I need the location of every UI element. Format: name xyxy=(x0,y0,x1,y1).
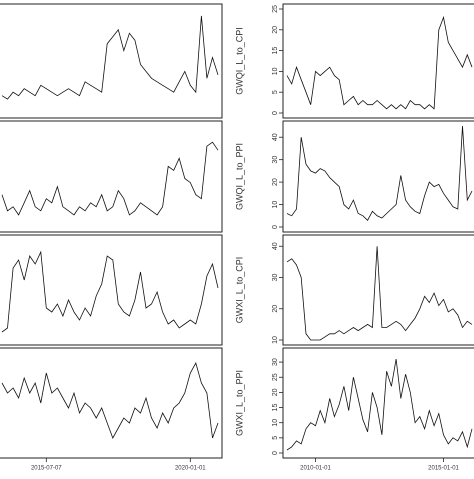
y-tick-label: 10 xyxy=(272,419,279,427)
x-tick-label: 2020-01-01 xyxy=(175,466,206,472)
x-tick-label: 2015-01-01 xyxy=(428,466,459,472)
x-tick-label: 2010-01-01 xyxy=(300,466,331,472)
panel-frame xyxy=(282,234,474,346)
y-tick-label: 30 xyxy=(272,156,279,164)
panel-frame xyxy=(0,234,223,346)
y-tick-label: 30 xyxy=(272,274,279,282)
y-tick-label: 15 xyxy=(272,404,279,412)
y-tick-label: 10 xyxy=(272,336,279,344)
series-line xyxy=(286,125,473,221)
y-tick-label: 20 xyxy=(272,178,279,186)
y-tick-label: 10 xyxy=(272,67,279,75)
series-line xyxy=(1,15,219,100)
y-tick-label: 5 xyxy=(272,436,279,440)
panel-frame xyxy=(282,3,474,119)
y-axis-label: GWXI_L_to_CPI xyxy=(234,257,244,324)
series-line xyxy=(1,141,219,216)
y-axis-label: GWQI_L_to_PPI xyxy=(234,143,244,210)
series-line xyxy=(1,250,219,333)
y-tick-label: 25 xyxy=(272,5,279,13)
series-line xyxy=(286,359,473,451)
series-line xyxy=(1,361,219,439)
y-tick-label: 0 xyxy=(272,451,279,455)
y-tick-label: 25 xyxy=(272,373,279,381)
y-tick-label: 20 xyxy=(272,388,279,396)
y-tick-label: 20 xyxy=(272,305,279,313)
panel-frame xyxy=(0,120,223,233)
y-tick-label: 30 xyxy=(272,358,279,366)
y-tick-label: 5 xyxy=(272,90,279,94)
y-tick-label: 0 xyxy=(272,225,279,229)
y-tick-label: 15 xyxy=(272,47,279,55)
y-tick-label: 0 xyxy=(272,111,279,115)
y-tick-label: 40 xyxy=(272,242,279,250)
panel-frame xyxy=(0,347,223,459)
y-axis-label: GWQI_L_to_CPI xyxy=(234,27,244,95)
panel-frame xyxy=(282,347,474,459)
y-tick-label: 10 xyxy=(272,201,279,209)
panel-frame xyxy=(282,120,474,233)
series-line xyxy=(286,246,473,341)
x-tick-label: 2015-07-07 xyxy=(31,466,62,472)
y-axis-label: GWXI_L_to_PPI xyxy=(234,370,244,436)
y-tick-label: 20 xyxy=(272,26,279,34)
panel-frame xyxy=(0,3,223,119)
series-line xyxy=(286,15,473,110)
y-tick-label: 40 xyxy=(272,133,279,141)
